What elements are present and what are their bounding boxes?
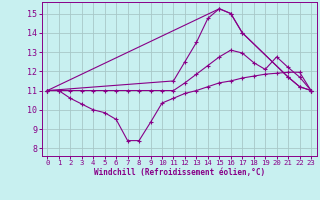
- X-axis label: Windchill (Refroidissement éolien,°C): Windchill (Refroidissement éolien,°C): [94, 168, 265, 177]
